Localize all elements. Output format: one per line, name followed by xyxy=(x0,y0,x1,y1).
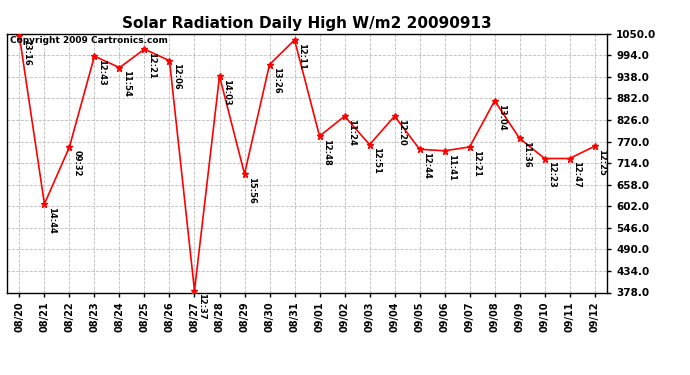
Text: 12:21: 12:21 xyxy=(473,150,482,177)
Text: 12:11: 12:11 xyxy=(297,43,306,70)
Text: 12:44: 12:44 xyxy=(422,152,431,179)
Text: 12:48: 12:48 xyxy=(322,139,331,166)
Text: 12:51: 12:51 xyxy=(373,147,382,174)
Text: 11:24: 11:24 xyxy=(347,119,356,146)
Text: 13:04: 13:04 xyxy=(497,104,506,130)
Title: Solar Radiation Daily High W/m2 20090913: Solar Radiation Daily High W/m2 20090913 xyxy=(122,16,492,31)
Text: 11:54: 11:54 xyxy=(122,70,131,97)
Text: 11:41: 11:41 xyxy=(447,154,456,180)
Text: 12:20: 12:20 xyxy=(397,119,406,146)
Text: 12:37: 12:37 xyxy=(197,293,206,320)
Text: 13:26: 13:26 xyxy=(273,68,282,94)
Text: 12:23: 12:23 xyxy=(547,161,556,188)
Text: 12:43: 12:43 xyxy=(97,59,106,86)
Text: 11:36: 11:36 xyxy=(522,141,531,168)
Text: 12:21: 12:21 xyxy=(147,52,156,79)
Text: 12:25: 12:25 xyxy=(598,149,607,176)
Text: 14:03: 14:03 xyxy=(222,79,231,105)
Text: 15:56: 15:56 xyxy=(247,177,256,204)
Text: Copyright 2009 Cartronics.com: Copyright 2009 Cartronics.com xyxy=(10,36,168,45)
Text: 14:44: 14:44 xyxy=(47,207,56,234)
Text: 09:32: 09:32 xyxy=(72,150,81,176)
Text: 12:06: 12:06 xyxy=(172,63,181,90)
Text: 12:47: 12:47 xyxy=(573,161,582,188)
Text: 13:16: 13:16 xyxy=(22,39,31,66)
